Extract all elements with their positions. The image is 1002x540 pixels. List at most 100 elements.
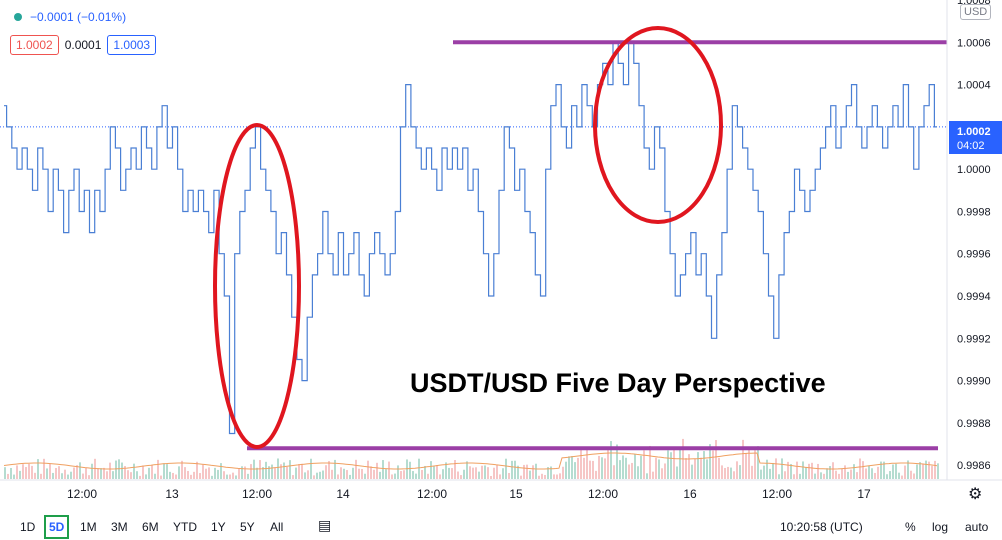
volume-bar (268, 466, 270, 479)
volume-bar (259, 460, 261, 479)
volume-bar (397, 465, 399, 479)
volume-bar (355, 459, 357, 479)
time-tick-label: 17 (857, 487, 871, 501)
range-6m[interactable]: 6M (142, 520, 159, 534)
volume-bar (712, 450, 714, 479)
range-1m[interactable]: 1M (80, 520, 97, 534)
volume-bar (463, 469, 465, 479)
volume-bar (148, 467, 150, 479)
volume-bar (823, 473, 825, 479)
percent-toggle[interactable]: % (905, 520, 916, 534)
volume-bar (385, 469, 387, 479)
volume-bar (547, 467, 549, 479)
clock-time[interactable]: 10:20:58 (UTC) (780, 520, 863, 534)
price-series-line (4, 41, 937, 435)
price-tick-label: 0.9992 (957, 333, 991, 345)
auto-toggle[interactable]: auto (965, 520, 989, 534)
volume-bar (178, 466, 180, 479)
volume-bar (166, 464, 168, 479)
currency-label[interactable]: USD (960, 4, 992, 20)
volume-bar (226, 474, 228, 479)
volume-bar (532, 465, 534, 479)
volume-bar (82, 473, 84, 479)
volume-bar (142, 465, 144, 479)
volume-bar (589, 460, 591, 479)
volume-bar (673, 448, 675, 479)
volume-bar (313, 475, 315, 479)
volume-bar (544, 474, 546, 479)
volume-bar (325, 465, 327, 479)
volume-bar (271, 464, 273, 479)
time-tick-label: 16 (683, 487, 697, 501)
volume-bar (31, 465, 33, 479)
range-3m[interactable]: 3M (111, 520, 128, 534)
volume-bar (556, 474, 558, 479)
volume-bar (67, 474, 69, 479)
volume-bar (286, 466, 288, 479)
range-1d[interactable]: 1D (20, 520, 36, 534)
price-chart[interactable]: USDT/USD Five Day Perspective 1.00081.00… (0, 0, 1002, 512)
volume-bar (211, 475, 213, 479)
price-tick-label: 0.9998 (957, 206, 991, 218)
volume-bar (661, 468, 663, 479)
volume-moving-average (3, 452, 938, 470)
price-axis[interactable]: 1.0008 1.0006 1.0004 1.0002 1.0000 0.9998 0.99… (957, 0, 991, 472)
volume-bar (502, 468, 504, 479)
volume-bar (97, 468, 99, 479)
volume-bar (457, 471, 459, 479)
range-5d[interactable]: 5D (44, 515, 70, 539)
volume-bar (520, 475, 522, 479)
volume-bar (64, 469, 66, 479)
log-toggle[interactable]: log (932, 520, 949, 534)
range-ytd[interactable]: YTD (173, 520, 197, 534)
time-tick-label: 15 (509, 487, 523, 501)
price-tick-label: 0.9988 (957, 418, 991, 430)
volume-bar (10, 468, 12, 479)
volume-bar (898, 472, 900, 479)
volume-bar (517, 465, 519, 479)
last-price-tag: 1.0002 04:02 (949, 121, 1002, 154)
volume-bar (916, 464, 918, 479)
volume-bar (376, 462, 378, 479)
volume-bar (100, 468, 102, 479)
gear-icon[interactable]: ⚙ (968, 486, 983, 503)
volume-bar (571, 456, 573, 479)
volume-bar (724, 467, 726, 479)
volume-bar (328, 461, 330, 479)
volume-bar (706, 459, 708, 479)
volume-bar (346, 470, 348, 479)
volume-bar (331, 469, 333, 479)
volume-bar (91, 463, 93, 479)
volume-bar (679, 449, 681, 479)
volume-bar (580, 448, 582, 479)
volume-bar (622, 455, 624, 479)
volume-bar (127, 470, 129, 479)
volume-bar (799, 473, 801, 479)
volume-bar (13, 474, 15, 479)
calendar-icon[interactable]: ▤ (318, 517, 332, 533)
volume-bar (469, 466, 471, 479)
range-5y[interactable]: 5Y (240, 520, 255, 534)
bid-button[interactable]: 1.0002 (10, 35, 59, 55)
volume-bar (283, 462, 285, 479)
volume-bar (766, 459, 768, 479)
volume-bar (247, 473, 249, 479)
time-axis[interactable]: 12:00 13 12:00 14 12:00 15 12:00 16 12:00 17 (67, 487, 871, 501)
volume-bar (292, 475, 294, 479)
volume-bar (559, 473, 561, 479)
volume-bar (550, 466, 552, 479)
ask-button[interactable]: 1.0003 (107, 35, 157, 55)
volume-bar (361, 468, 363, 479)
volume-bar (154, 473, 156, 479)
volume-bar (808, 463, 810, 479)
price-tick-label: 1.0000 (957, 164, 991, 176)
volume-bar (391, 474, 393, 479)
range-1y[interactable]: 1Y (211, 520, 226, 534)
volume-bar (895, 463, 897, 479)
range-all[interactable]: All (270, 520, 284, 534)
volume-bar (733, 471, 735, 479)
volume-bar (487, 467, 489, 479)
volume-bar (874, 472, 876, 479)
volume-bar (787, 461, 789, 479)
volume-bar (172, 472, 174, 479)
